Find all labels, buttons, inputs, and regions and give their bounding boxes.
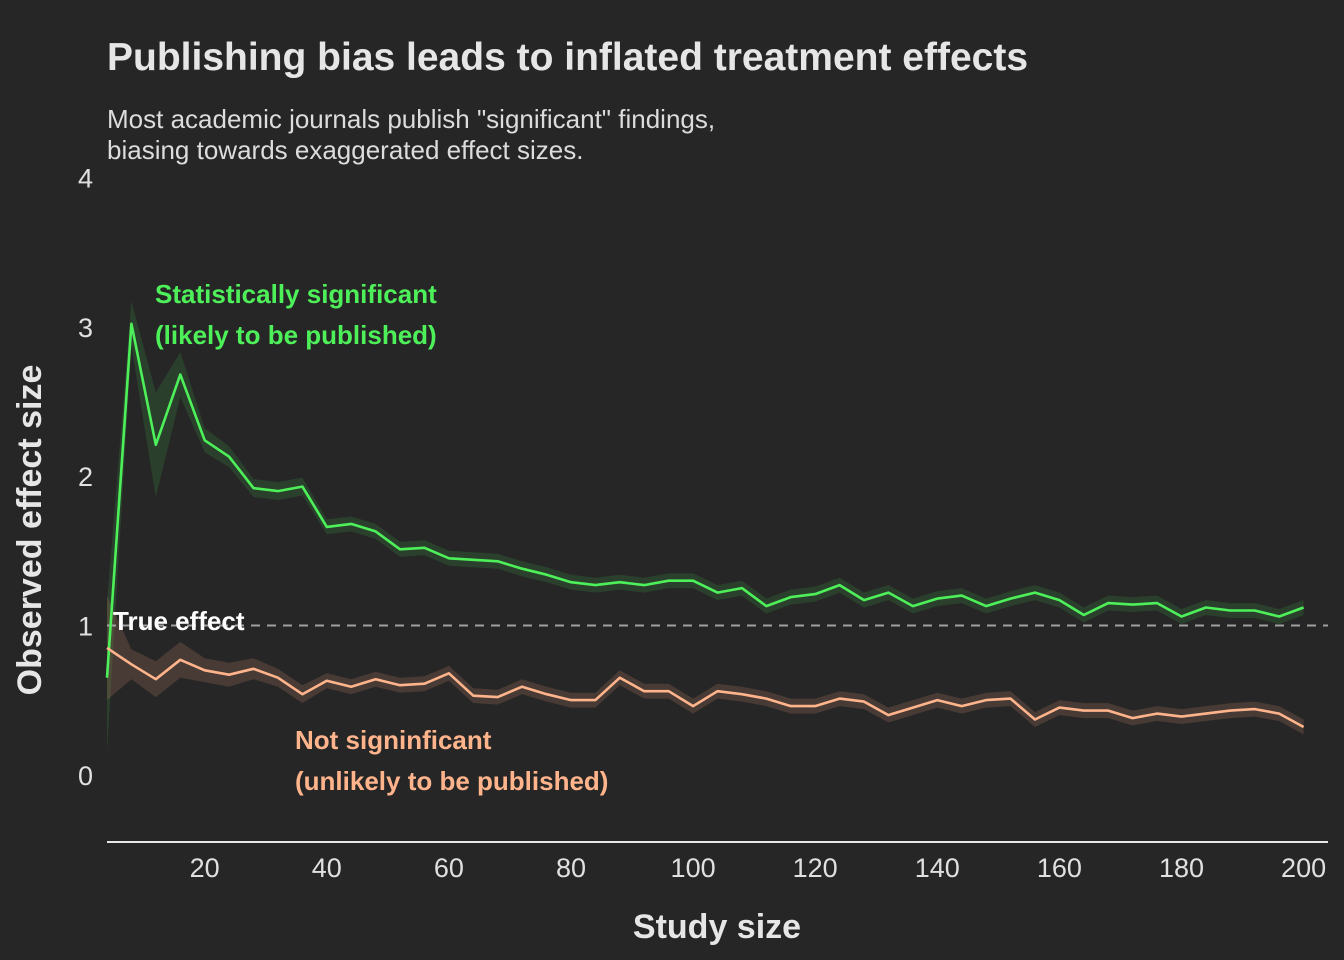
y-tick-label: 0 [78,761,93,791]
x-tick-label: 20 [190,853,220,883]
x-tick-label: 140 [915,853,960,883]
x-tick-label: 200 [1281,853,1326,883]
significant-annotation-line-1: Statistically significant [155,279,437,309]
band-not-significant [107,595,1304,735]
x-tick-label: 100 [671,853,716,883]
y-tick-label: 4 [78,163,93,193]
chart-title: Publishing bias leads to inflated treatm… [107,36,1029,79]
y-tick-label: 1 [78,611,93,641]
y-axis-title: Observed effect size [11,365,49,696]
not-significant-annotation-line-1: Not signinficant [295,725,492,755]
x-axis-title: Study size [633,908,801,946]
series-line-significant [105,322,1305,678]
significant-annotation-line-2: (likely to be published) [155,320,437,350]
x-tick-label: 160 [1037,853,1082,883]
x-axis-ticks: 20 40 60 80 100 120 140 160 180 200 [190,853,1326,883]
y-axis-ticks: 0 1 2 3 4 [78,163,93,790]
true-effect-label: True effect [113,606,245,636]
y-tick-label: 2 [78,462,93,492]
y-tick-label: 3 [78,313,93,343]
x-tick-label: 180 [1159,853,1204,883]
series-lines [105,322,1305,729]
subtitle-line-1: Most academic journals publish "signific… [107,104,716,134]
subtitle-line-2: biasing towards exaggerated effect sizes… [107,135,584,165]
x-tick-label: 60 [434,853,464,883]
not-significant-annotation-line-2: (unlikely to be published) [295,766,608,796]
x-tick-label: 40 [312,853,342,883]
band-significant [107,301,1304,753]
chart-subtitle: Most academic journals publish "signific… [107,104,715,166]
x-tick-label: 120 [793,853,838,883]
x-tick-label: 80 [556,853,586,883]
series-line-not-significant [106,646,1305,729]
